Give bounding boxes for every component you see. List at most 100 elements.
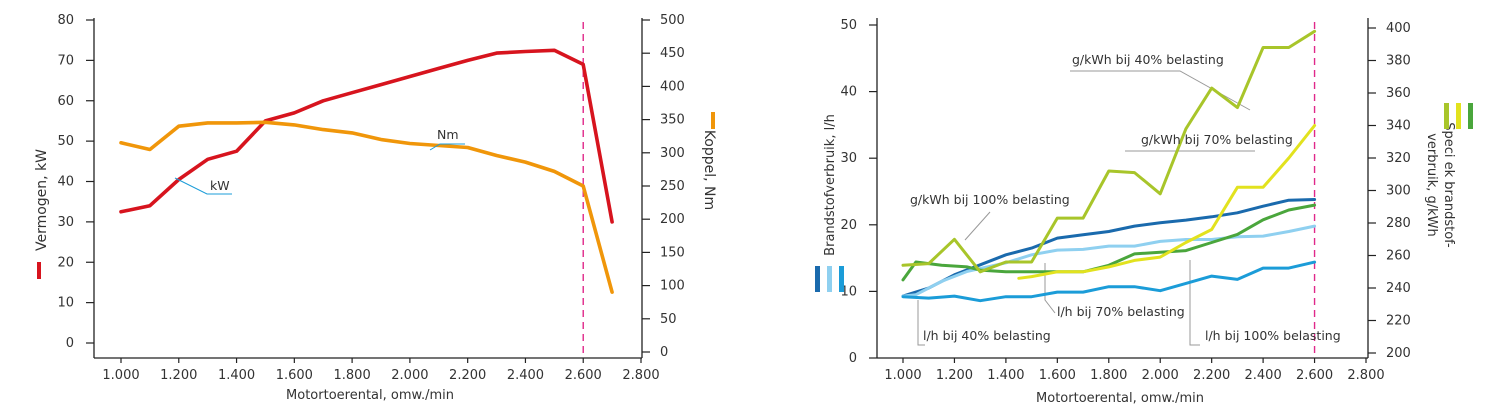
- x-tick-label: 2.600: [565, 368, 602, 383]
- y-right-tick-label: 260: [1386, 249, 1411, 264]
- x-tick-label: 2.400: [1245, 368, 1282, 383]
- y-right-axis-title-line-1: Speci ek brandstof-: [1441, 122, 1456, 248]
- leader-l100: [1189, 260, 1200, 346]
- y-left-tick-label: 40: [840, 85, 857, 100]
- leader-l40: [917, 300, 925, 346]
- y-right-tick-label: 0: [660, 345, 668, 360]
- x-tick-label: 1.400: [218, 368, 255, 383]
- x-axis-title: Motortoerental, omw./min: [286, 388, 454, 403]
- annotation-leaders: [917, 70, 1255, 346]
- y-right-tick-label: 340: [1386, 119, 1411, 134]
- y-right-axis-ticks: 200 220 240 260 280 300 320 340 360 380 400: [1368, 21, 1411, 361]
- l70-legend-swatch: [827, 266, 832, 292]
- x-tick-label: 2.800: [1347, 368, 1384, 383]
- nm-leader-line: [429, 143, 465, 151]
- y-left-tick-label: 10: [840, 284, 857, 299]
- y-left-tick-label: 30: [840, 151, 857, 166]
- y-right-tick-label: 300: [660, 146, 685, 161]
- g70-series-label: g/kWh bij 70% belasting: [1141, 132, 1293, 147]
- l100-legend-swatch: [815, 266, 820, 292]
- series-group: [901, 29, 1317, 303]
- series-group: [119, 48, 614, 295]
- y-right-tick-label: 350: [660, 113, 685, 128]
- y-right-tick-label: 320: [1386, 151, 1411, 166]
- x-tick-label: 1.000: [102, 368, 139, 383]
- specific-legend-swatches: [1444, 103, 1473, 129]
- x-tick-label: 1.000: [884, 368, 921, 383]
- kw-series-label: kW: [210, 178, 230, 193]
- y-right-tick-label: 50: [660, 312, 677, 327]
- y-right-tick-label: 250: [660, 179, 685, 194]
- l40-series-label: l/h bij 40% belasting: [923, 328, 1051, 343]
- fuel-consumption-chart: 1.000 1.200 1.400 1.600 1.800 2.000 2.200 2.400…: [815, 18, 1473, 406]
- y-right-tick-label: 400: [660, 79, 685, 94]
- y-right-tick-label: 220: [1386, 314, 1411, 329]
- fuel-legend-swatches: [815, 266, 844, 292]
- y-right-tick-label: 450: [660, 46, 685, 61]
- y-left-tick-label: 30: [57, 215, 74, 230]
- x-tick-label: 2.200: [1193, 368, 1230, 383]
- y-left-axis-title-group: Brandstofverbruik, l/h: [823, 114, 838, 256]
- y-right-tick-label: 200: [660, 212, 685, 227]
- kw-legend-swatch: [37, 262, 41, 279]
- y-left-tick-label: 60: [57, 94, 74, 109]
- y-right-tick-label: 150: [660, 245, 685, 260]
- y-left-tick-label: 50: [57, 134, 74, 149]
- x-axis-ticks: 1.000 1.200 1.400 1.600 1.800 2.000 2.200 2.400…: [102, 358, 660, 383]
- y-left-axis-title-group: Vermogen, kW: [34, 149, 50, 251]
- y-right-tick-label: 380: [1386, 54, 1411, 69]
- x-tick-label: 2.000: [1142, 368, 1179, 383]
- y-left-tick-label: 50: [840, 18, 857, 33]
- x-tick-label: 1.200: [936, 368, 973, 383]
- nm-legend-swatch: [711, 112, 715, 129]
- g40-series-label: g/kWh bij 40% belasting: [1072, 52, 1224, 67]
- y-left-tick-label: 20: [840, 218, 857, 233]
- x-axis-title: Motortoerental, omw./min: [1036, 391, 1204, 406]
- kw-leader-line: [174, 177, 232, 195]
- x-tick-label: 2.200: [449, 368, 486, 383]
- y-right-tick-label: 200: [1386, 346, 1411, 361]
- g40-legend-swatch: [1444, 103, 1449, 129]
- y-left-tick-label: 20: [57, 255, 74, 270]
- y-right-axis-title-line-2: verbruik, g/kWh: [1424, 133, 1439, 237]
- x-tick-label: 2.400: [507, 368, 544, 383]
- g70-legend-swatch: [1456, 103, 1461, 129]
- y-right-axis-title-group: Koppel, Nm: [701, 130, 717, 210]
- y-left-tick-label: 0: [66, 336, 74, 351]
- g100-legend-swatch: [1468, 103, 1473, 129]
- y-left-tick-label: 10: [57, 296, 74, 311]
- y-left-axis-ticks: 0 10 20 30 40 50 60 70 80: [57, 13, 94, 351]
- power-torque-chart: 1.000 1.200 1.400 1.600 1.800 2.000 2.200 2.400…: [34, 13, 717, 403]
- x-tick-label: 2.600: [1296, 368, 1333, 383]
- y-right-tick-label: 400: [1386, 21, 1411, 36]
- x-tick-label: 1.800: [1090, 368, 1127, 383]
- y-right-axis-ticks: 0 50 100 150 200 250 300 350 400 450 500: [642, 13, 685, 360]
- series-line-g-kwh-bij-70-belasting: [1017, 124, 1317, 280]
- leader-g100: [964, 211, 991, 241]
- l100-series-label: l/h bij 100% belasting: [1205, 328, 1341, 343]
- x-tick-label: 1.600: [276, 368, 313, 383]
- series-line-nm: [119, 120, 614, 295]
- l70-series-label: l/h bij 70% belasting: [1057, 304, 1185, 319]
- y-left-axis-title: Brandstofverbruik, l/h: [823, 114, 838, 256]
- y-left-tick-label: 80: [57, 13, 74, 28]
- x-tick-label: 2.000: [391, 368, 428, 383]
- y-left-tick-label: 40: [57, 175, 74, 190]
- x-tick-label: 1.600: [1039, 368, 1076, 383]
- y-left-tick-label: 0: [849, 351, 857, 366]
- x-tick-label: 1.400: [987, 368, 1024, 383]
- y-right-tick-label: 500: [660, 13, 685, 28]
- g100-series-label: g/kWh bij 100% belasting: [910, 192, 1070, 207]
- series-line-g-kwh-bij-40-belasting: [901, 29, 1317, 274]
- series-line-l-h-bij-70-belasting: [901, 224, 1317, 298]
- l40-legend-swatch: [839, 266, 844, 292]
- y-left-tick-label: 70: [57, 53, 74, 68]
- x-tick-label: 1.200: [160, 368, 197, 383]
- series-line-l-h-bij-40-belasting: [901, 260, 1317, 303]
- series-line-g-kwh-bij-100-belasting: [901, 203, 1317, 282]
- y-right-tick-label: 300: [1386, 184, 1411, 199]
- series-line-kw: [119, 48, 614, 224]
- nm-series-label: Nm: [437, 127, 459, 142]
- y-left-axis-title: Vermogen, kW: [34, 149, 50, 251]
